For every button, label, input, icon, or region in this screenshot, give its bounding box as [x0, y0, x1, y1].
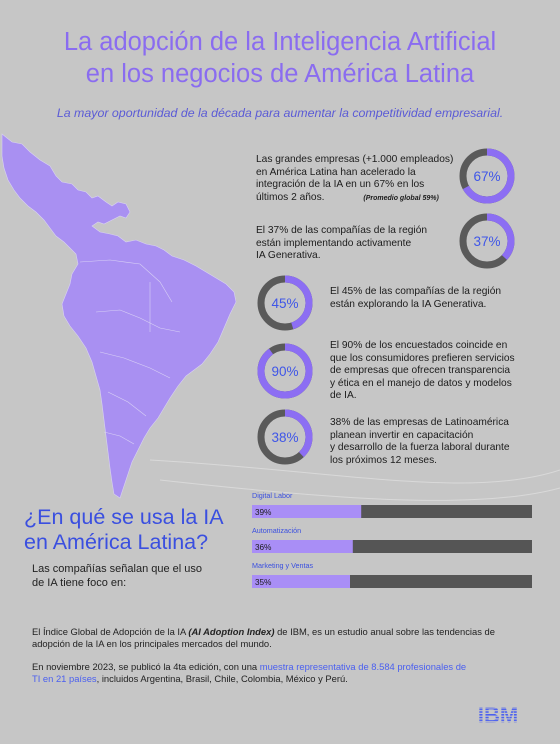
donut-chart-38: 38%: [257, 409, 313, 465]
map-shape: [1, 133, 237, 499]
stat-38-line-2: planean invertir en capacitación: [330, 429, 474, 441]
deco-arc-1: [149, 459, 560, 484]
ibm-logo: IBM: [478, 703, 518, 725]
countries-link[interactable]: TI en 21 países: [32, 673, 97, 685]
footer-paragraph-1: El Índice Global de Adopción de la IA (A…: [32, 626, 532, 650]
donut-chart-90: 90%: [257, 343, 313, 399]
title-line-1: La adopción de la Inteligencia Artificia…: [63, 28, 497, 56]
donut-label: 67%: [473, 169, 500, 184]
stat-text-45: El 45% de las compañías de la región est…: [330, 286, 501, 311]
section-title-line-1: ¿En qué se usa la IA: [24, 505, 224, 529]
section-title: ¿En qué se usa la IA en América Latina?: [24, 505, 224, 555]
stat-text-67: Las grandes empresas (+1.000 empleados) …: [256, 154, 453, 205]
stat-text-38: 38% de las empresas de Latinoamérica pla…: [330, 417, 510, 467]
stat-67-line-1: Las grandes empresas (+1.000 empleados): [256, 154, 454, 165]
latin-america-map: [1, 133, 237, 499]
stat-67-line-4: últimos 2 años. (Promedio global 59%): [256, 192, 453, 206]
donut-value-arc: [459, 148, 515, 204]
footer-p1-a: El Índice Global de Adopción de la IA: [32, 626, 189, 637]
donut-value-arc: [459, 213, 515, 269]
stat-38-line-3: y desarrollo de la fuerza laboral durant…: [330, 442, 510, 454]
footer-p2-b: , incluidos Argentina, Brasil, Chile, Co…: [96, 673, 348, 685]
donut-label: 38%: [271, 430, 298, 445]
footer-p2-a: En noviembre 2023, se publicó la 4ta edi…: [32, 661, 260, 672]
stat-38-line-1: 38% de las empresas de Latinoamérica: [330, 417, 509, 428]
stat-90-line-4: y ética en el manejo de datos y modelos: [330, 377, 512, 389]
stat-90-line-3: de empresas que ofrecen transparencia: [330, 365, 511, 377]
section-title-line-2: en América Latina?: [24, 530, 209, 554]
stat-67-line-2: en América Latina han acelerado la: [256, 166, 416, 178]
donut-chart-67: 67%: [459, 148, 515, 204]
stat-67-last-line: últimos 2 años.: [256, 191, 325, 203]
sample-link[interactable]: muestra representativa de 8.584 profesio…: [259, 661, 467, 672]
title-line-2: en los negocios de América Latina: [85, 60, 475, 88]
donut-label: 37%: [473, 234, 500, 249]
deco-arc-2: [159, 479, 560, 501]
donut-value-arc: [257, 275, 313, 331]
footer-paragraph-2: En noviembre 2023, se publicó la 4ta edi…: [32, 661, 532, 685]
stat-45-line-1: El 45% de las compañías de la región: [330, 286, 502, 297]
page-title: La adopción de la Inteligencia Artificia…: [0, 26, 560, 90]
stat-90-line-2: que los consumidores prefieren servicios: [330, 352, 515, 364]
stat-37-line-3: IA Generativa.: [256, 250, 321, 262]
footer-p1-line2: adopción de la IA en los principales mer…: [32, 638, 272, 650]
stat-37-line-1: El 37% de las compañías de la región: [256, 225, 428, 236]
donut-label: 45%: [271, 296, 298, 311]
page-subtitle: La mayor oportunidad de la década para a…: [56, 106, 504, 120]
ibm-logo-text: IBM: [478, 703, 518, 725]
stat-text-37: El 37% de las compañías de la región est…: [256, 225, 427, 263]
stat-text-90: El 90% de los encuestados coincide en qu…: [330, 340, 515, 403]
stat-37-line-2: están implementando activamente: [256, 237, 412, 249]
section-desc-line-1: Las compañías señalan que el uso: [32, 563, 203, 575]
stat-90-line-1: El 90% de los encuestados coincide en: [330, 340, 508, 351]
stat-67-line-3: integración de la IA en un 67% en los: [256, 179, 425, 191]
footer-p1-b: de IBM, es un estudio anual sobre las te…: [274, 626, 495, 637]
stat-38-line-4: los próximos 12 meses.: [330, 454, 438, 466]
donut-label: 90%: [271, 364, 298, 379]
section-desc-line-2: de IA tiene foco en:: [32, 576, 127, 589]
footer-p1-em: (AI Adoption Index): [188, 626, 275, 637]
donut-value-arc: [257, 343, 313, 399]
donut-value-arc: [257, 409, 313, 465]
stat-90-line-5: de IA.: [330, 390, 357, 402]
map-borders: [79, 259, 181, 445]
donut-chart-45: 45%: [257, 275, 313, 331]
donut-chart-37: 37%: [459, 213, 515, 269]
stat-67-note: (Promedio global 59%): [363, 194, 439, 202]
section-description: Las compañías señalan que el uso de IA t…: [32, 563, 202, 590]
stat-45-line-2: están explorando la IA Generativa.: [330, 298, 487, 310]
